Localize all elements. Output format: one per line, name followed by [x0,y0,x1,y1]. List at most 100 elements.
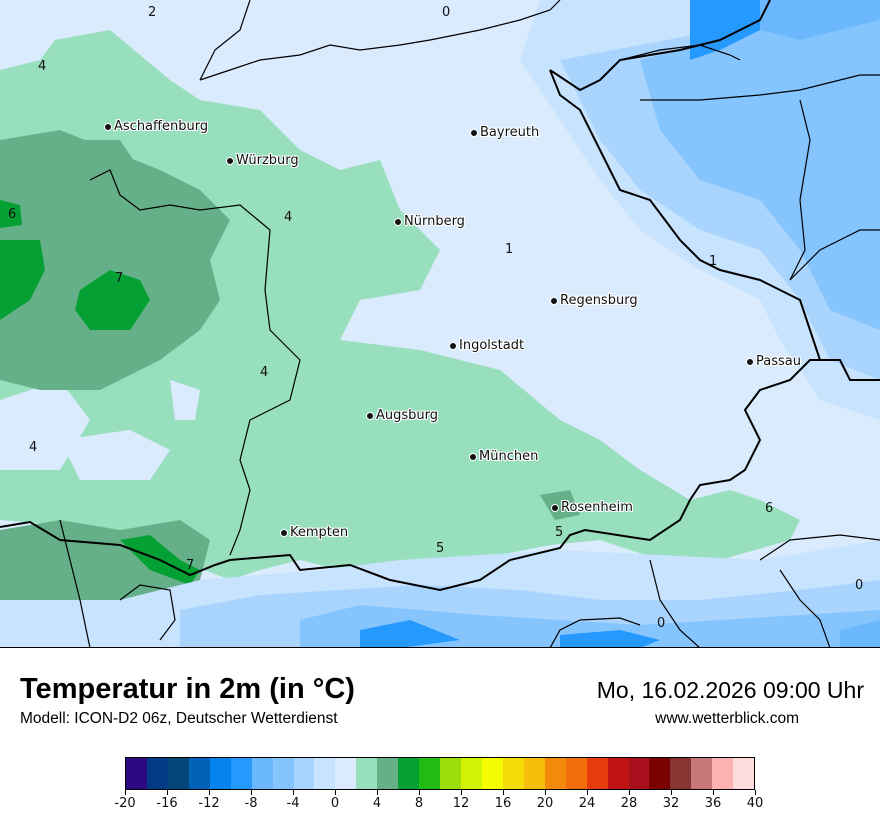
isoline-value-label: 6 [765,501,774,516]
tick-label: -8 [244,796,258,811]
colorbar-segment [419,758,441,789]
isoline-value-label: 7 [115,271,124,286]
city-marker: Ingolstadt [449,338,524,353]
tick-label: 12 [452,796,470,811]
tick-mark [587,790,588,795]
tick-label: -20 [114,796,136,811]
city-marker: München [469,449,538,464]
colorbar-segment [461,758,482,789]
colorbar-segment [565,758,587,789]
city-dot-icon [746,357,754,366]
colorbar-segment [691,758,713,789]
tick-mark [209,790,210,795]
colorbar-segment [586,758,608,789]
colorbar-segment [209,758,231,789]
isoline-value-label: 5 [436,541,445,556]
forecast-datetime: Mo, 16.02.2026 09:00 Uhr [596,677,864,703]
colorbar-segment [251,758,273,789]
tick-mark [461,790,462,795]
tick-label: 8 [414,796,424,811]
tick-label: 0 [330,796,340,811]
city-marker: Bayreuth [470,125,539,140]
colorbar-segment [670,758,692,789]
tick-mark [755,790,756,795]
tick-mark [377,790,378,795]
temperature-map: Aschaffenburg Würzburg Bayreuth Nürnberg Reg… [0,0,880,648]
isoline-value-label: 2 [148,5,157,20]
tick-mark [335,790,336,795]
tick-label: -12 [198,796,220,811]
tick-label: 16 [494,796,512,811]
city-name: Kempten [290,525,349,540]
tick-mark [671,790,672,795]
city-dot-icon [470,128,478,137]
colorbar-segment [272,758,294,789]
city-marker: Regensburg [550,293,638,308]
city-dot-icon [469,452,477,461]
tick-label: -4 [286,796,300,811]
isoline-value-label: 0 [855,578,864,593]
tick-mark [503,790,504,795]
isoline-value-label: 0 [657,616,666,631]
tick-mark [167,790,168,795]
colorbar-segment [314,758,336,789]
city-name: Rosenheim [561,500,633,515]
isoline-value-label: 1 [709,254,718,269]
isoline-value-label: 4 [29,440,38,455]
tick-label: 32 [662,796,680,811]
isoline-value-label: 4 [260,365,269,380]
tick-mark [419,790,420,795]
city-dot-icon [104,122,112,131]
city-name: Augsburg [376,408,439,423]
temperature-field [0,0,880,647]
isoline-value-label: 4 [284,210,293,225]
colorbar-segment [523,758,545,789]
colorbar-ticks: -20 -16 -12 -8 -4 0 4 8 12 16 20 24 28 32 36 40 [114,790,763,820]
city-name: Bayreuth [480,125,540,140]
city-marker: Augsburg [366,408,438,423]
city-marker: Aschaffenburg [104,119,208,134]
tick-label: 4 [372,796,382,811]
tick-mark [629,790,630,795]
tick-label: 24 [578,796,596,811]
isoline-value-label: 6 [8,207,17,222]
city-name: München [479,449,539,464]
isoline-value-label: 0 [442,5,451,20]
colorbar-segment [167,758,189,789]
colorbar-segment [544,758,566,789]
colorbar-segment [733,758,755,789]
city-name: Würzburg [236,153,299,168]
colorbar-segment [712,758,734,789]
tick-mark [545,790,546,795]
city-name: Nürnberg [404,214,465,229]
city-marker: Kempten [280,525,348,540]
colorbar-segment [126,758,147,789]
city-dot-icon [280,528,288,537]
map-title: Temperatur in 2m (in °C) [20,673,355,705]
website-link[interactable]: www.wetterblick.com [655,710,799,727]
isoline-value-label: 7 [186,558,195,573]
tick-label: 40 [746,796,764,811]
colorbar-segment [440,758,461,789]
colorbar-segment [377,758,399,789]
tick-label: -16 [156,796,178,811]
city-dot-icon [551,503,559,512]
city-marker: Würzburg [226,153,299,168]
colorbar-segment [502,758,524,789]
temperature-colorbar [125,757,755,790]
city-name: Passau [756,354,801,369]
colorbar-segment [293,758,315,789]
colorbar-segment [188,758,210,789]
tick-label: 20 [536,796,554,811]
colorbar-segment [628,758,650,789]
colorbar-segment [607,758,629,789]
isoline-value-label: 1 [505,242,514,257]
tick-mark [125,790,126,795]
city-dot-icon [226,156,234,165]
tick-label: 28 [620,796,638,811]
city-dot-icon [394,217,402,226]
city-dot-icon [550,296,558,305]
model-info: Modell: ICON-D2 06z, Deutscher Wetterdie… [20,710,338,727]
city-name: Aschaffenburg [114,119,209,134]
city-marker: Rosenheim [551,500,633,515]
